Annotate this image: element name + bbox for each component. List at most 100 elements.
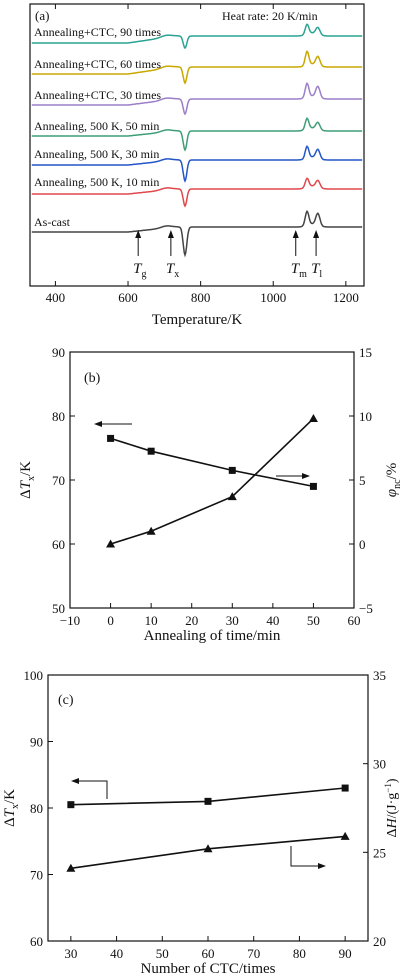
square-point <box>309 482 317 490</box>
series-label-500k-50: Annealing, 500 K, 50 min <box>34 119 159 133</box>
panel-a-frame <box>29 3 365 287</box>
panel-c-frame <box>47 674 369 942</box>
y-right-tick-label: 30 <box>373 757 386 772</box>
panel-b-left-axis-label: ΔTx/K <box>18 461 37 499</box>
y-right-tick-label: 35 <box>373 668 386 683</box>
triangle-point <box>146 526 156 535</box>
x-tick-label: 600 <box>118 290 138 305</box>
x-tick-label: 50 <box>156 946 169 961</box>
left-arrowhead-icon <box>71 778 79 784</box>
panel-a-annotation: Heat rate: 20 K/min <box>222 9 318 23</box>
x-tick-label: 70 <box>247 946 260 961</box>
square-series-line <box>110 437 314 488</box>
x-tick-label: −10 <box>60 613 80 628</box>
triangle-series-line <box>110 418 314 545</box>
square-point <box>147 447 155 455</box>
arrowhead-icon <box>167 230 174 238</box>
square-point <box>67 801 75 809</box>
panel-c-right-axis-label: ΔH/(J·g−1) <box>383 778 400 837</box>
y-left-tick-label: 70 <box>52 473 65 488</box>
x-tick-label: 60 <box>348 613 361 628</box>
marker-label: Tm <box>291 261 307 280</box>
panel-c-x-axis-label: Number of CTC/times <box>141 961 276 977</box>
x-tick-label: 40 <box>110 946 123 961</box>
triangle-point <box>308 414 318 423</box>
y-left-tick-label: 80 <box>30 801 43 816</box>
series-label-500k-10: Annealing, 500 K, 10 min <box>34 175 159 189</box>
panel-c-left-axis-label: ΔTx/K <box>2 789 21 827</box>
panel-a-temperature-markers: Tg Tx Tm Tl <box>133 230 322 280</box>
y-right-tick-label: 5 <box>359 473 366 488</box>
y-right-tick-label: 10 <box>359 409 372 424</box>
x-tick-label: 30 <box>64 946 77 961</box>
x-tick-label: 40 <box>266 613 279 628</box>
dsc-trace <box>31 49 363 85</box>
left-axis-arrow <box>75 780 108 799</box>
triangle-point <box>106 539 116 548</box>
y-left-tick-label: 80 <box>52 409 65 424</box>
x-tick-label: 1000 <box>260 290 286 305</box>
triangle-point <box>66 863 76 872</box>
panel-a: (a) Heat rate: 20 K/min Annealing+CTC, 9… <box>29 3 365 328</box>
y-left-tick-label: 50 <box>52 601 65 616</box>
x-tick-label: 90 <box>339 946 352 961</box>
x-tick-label: 30 <box>226 613 239 628</box>
marker-label: Tx <box>166 261 179 280</box>
y-right-tick-label: 25 <box>373 845 386 860</box>
y-left-tick-label: 90 <box>52 345 65 360</box>
panel-c: (c) 30 40 50 60 70 80 90 60 70 80 90 100 20 25 30 35 Nu… <box>2 668 400 977</box>
y-right-tick-label: −5 <box>359 601 373 616</box>
panel-a-series-labels: Annealing+CTC, 90 times Annealing+CTC, 6… <box>34 25 161 229</box>
x-tick-label: 60 <box>202 946 215 961</box>
panel-b: (b) −10 0 10 20 30 40 50 60 50 60 70 80 90 −5 0 5 10 15 A… <box>18 345 400 644</box>
x-tick-label: 400 <box>46 290 66 305</box>
panel-b-axis-arrows <box>94 421 310 479</box>
panel-b-frame <box>69 351 355 609</box>
panel-b-label: (b) <box>84 371 101 386</box>
triangle-point <box>340 831 350 840</box>
panel-c-ticks: 30 40 50 60 70 80 90 60 70 80 90 100 20 25 30 35 <box>24 668 387 961</box>
x-tick-label: 10 <box>145 613 158 628</box>
x-tick-label: 80 <box>293 946 306 961</box>
series-label-ctc-90: Annealing+CTC, 90 times <box>34 25 161 39</box>
right-arrowhead-icon <box>318 863 326 869</box>
triangle-point <box>227 492 237 501</box>
x-tick-label: 50 <box>307 613 320 628</box>
arrowhead-icon <box>292 230 299 238</box>
panel-b-ticks: −10 0 10 20 30 40 50 60 50 60 70 80 90 −5 0 5 10 15 <box>52 345 373 628</box>
right-axis-arrow <box>290 846 322 867</box>
dsc-trace <box>31 209 363 258</box>
series-label-ctc-60: Annealing+CTC, 60 times <box>34 57 161 71</box>
panel-c-series <box>66 784 350 872</box>
square-point <box>228 466 236 474</box>
dsc-trace <box>31 117 363 152</box>
panel-c-label: (c) <box>58 693 74 708</box>
triangle-series-line <box>70 835 346 870</box>
dsc-trace <box>31 23 363 50</box>
x-tick-label: 0 <box>107 613 114 628</box>
square-point <box>107 434 115 442</box>
y-right-tick-label: 15 <box>359 345 372 360</box>
y-left-tick-label: 100 <box>24 668 44 683</box>
panel-b-series <box>106 414 318 548</box>
series-label-as-cast: As-cast <box>34 215 71 229</box>
x-tick-label: 800 <box>191 290 211 305</box>
panel-c-axis-arrows <box>71 778 326 869</box>
y-left-tick-label: 70 <box>30 868 43 883</box>
panel-a-x-axis-label: Temperature/K <box>152 312 243 328</box>
y-left-tick-label: 60 <box>52 537 65 552</box>
panel-b-x-axis-label: Annealing of time/min <box>144 628 281 644</box>
arrowhead-icon <box>313 230 320 238</box>
dsc-trace <box>31 145 363 183</box>
x-tick-label: 1200 <box>333 290 359 305</box>
y-left-tick-label: 90 <box>30 735 43 750</box>
panel-a-label: (a) <box>35 8 49 23</box>
square-point <box>341 784 349 792</box>
arrowhead-icon <box>135 230 142 238</box>
marker-label: Tg <box>133 261 146 280</box>
series-label-500k-30: Annealing, 500 K, 30 min <box>34 147 159 161</box>
triangle-point <box>203 844 213 853</box>
y-right-tick-label: 20 <box>373 934 386 949</box>
right-arrowhead-icon <box>302 473 310 479</box>
